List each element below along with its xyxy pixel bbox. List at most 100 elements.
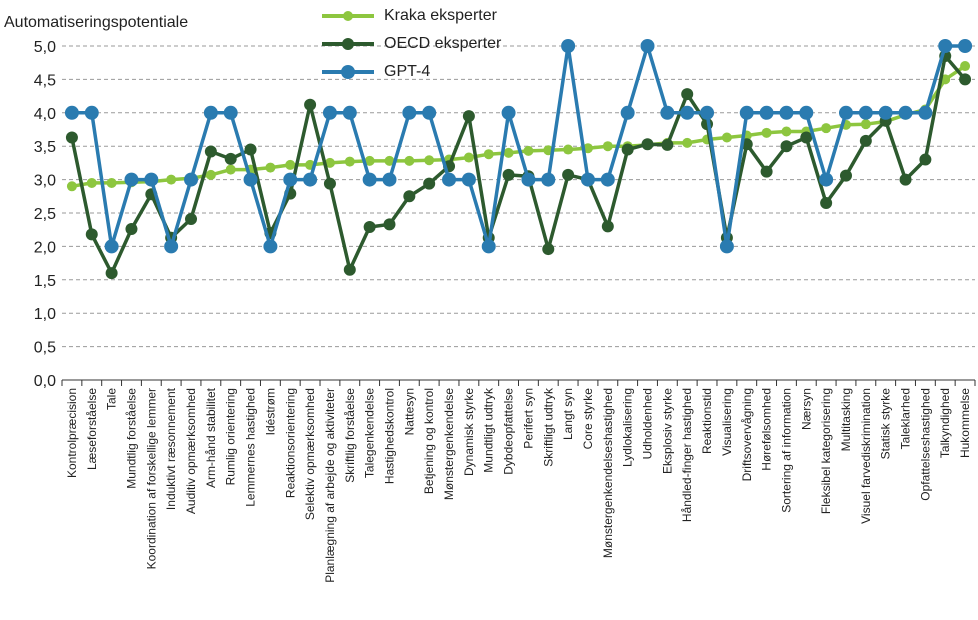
data-point [205, 169, 216, 180]
data-point [105, 267, 118, 280]
data-point [404, 155, 415, 166]
x-tick-label: Idéstrøm [263, 388, 277, 435]
data-point [481, 239, 496, 254]
legend-item-kraka: Kraka eksperter [322, 4, 562, 32]
legend-label-gpt4: GPT-4 [384, 63, 431, 80]
data-point [721, 132, 732, 143]
data-point [858, 105, 873, 120]
x-tick-label: Selektiv opmærksomhed [303, 388, 317, 520]
data-point [501, 105, 516, 120]
x-tick-label: Skriftlig forståelse [343, 388, 357, 483]
y-tick-label: 0,5 [34, 340, 56, 357]
legend-swatch-gpt4 [322, 65, 374, 79]
y-tick-label: 1,5 [34, 273, 56, 290]
x-tick-label: Eksplosiv styrke [660, 388, 674, 474]
y-tick-label: 3,5 [34, 139, 56, 156]
data-point [502, 168, 515, 181]
data-point [839, 169, 852, 182]
data-point [304, 98, 317, 111]
data-point [681, 88, 694, 101]
x-tick-label: Koordination af forskellige lemmer [144, 388, 158, 569]
x-tick-label: Rumlig orientering [224, 388, 238, 485]
data-point [124, 172, 139, 187]
data-point [563, 144, 574, 155]
data-point [960, 61, 971, 72]
series-line [71, 44, 966, 249]
data-point [65, 131, 78, 144]
data-point [640, 39, 655, 53]
x-tick-label: Opfattelseshastighed [918, 388, 932, 501]
data-point [779, 105, 794, 120]
x-axis [61, 379, 976, 386]
data-point [680, 105, 695, 120]
y-tick-label: 1,0 [34, 306, 56, 323]
x-tick-label: Hastighedskontrol [382, 388, 396, 484]
data-point [324, 157, 335, 168]
data-point [938, 39, 953, 53]
x-tick-label: Tale [105, 388, 119, 410]
data-point [442, 172, 457, 187]
data-point [362, 172, 377, 187]
data-point [780, 140, 793, 153]
data-point [580, 172, 595, 187]
data-point [185, 213, 198, 226]
series-line [70, 54, 967, 275]
data-point [423, 177, 436, 190]
data-point [860, 119, 871, 130]
data-point [322, 105, 337, 120]
data-point [383, 218, 396, 231]
data-point [225, 164, 236, 175]
x-tick-label: Core styrke [581, 388, 595, 450]
data-point [363, 221, 376, 234]
x-tick-label: Talkyndighed [938, 388, 952, 458]
data-point [660, 105, 675, 120]
y-tick-label: 2,5 [34, 206, 56, 223]
data-point [562, 168, 575, 181]
x-tick-label: Langt syn [561, 388, 575, 440]
data-point [64, 105, 79, 120]
data-point [382, 172, 397, 187]
data-point [104, 239, 119, 254]
data-point [283, 172, 298, 187]
data-point [166, 174, 177, 185]
x-tick-label: Mønstergenkendelseshastighed [601, 388, 615, 558]
data-point [898, 105, 913, 120]
data-point [265, 162, 276, 173]
data-point [66, 181, 77, 192]
data-point [959, 73, 972, 86]
data-point [463, 152, 474, 163]
data-point [641, 138, 654, 151]
data-point [125, 223, 138, 236]
x-tick-label: Planlægning af arbejde og aktiviteter [323, 388, 337, 583]
data-point [343, 263, 356, 276]
x-tick-label: Taleklarhed [899, 388, 913, 449]
y-tick-label: 5,0 [34, 39, 56, 56]
x-tick-label: Håndled-finger hastighed [680, 388, 694, 522]
x-axis-tick-labels: Kontrolpræcision Læseforståelse Tale Mundtl… [65, 387, 972, 583]
data-point [106, 177, 117, 188]
legend-label-oecd: OECD eksperter [384, 35, 502, 52]
data-point [462, 110, 475, 123]
data-point [878, 105, 893, 120]
data-point [86, 177, 97, 188]
data-point [700, 105, 715, 120]
data-point [403, 190, 416, 203]
x-tick-label: Talegenkendelse [363, 388, 377, 478]
data-point [799, 105, 814, 120]
data-point [759, 105, 774, 120]
x-tick-label: Multitasking [839, 388, 853, 451]
data-point [761, 127, 772, 138]
data-point [384, 155, 395, 166]
data-point [424, 155, 435, 166]
x-tick-label: Reaktionstid [700, 388, 714, 454]
data-point [344, 156, 355, 167]
data-point [483, 149, 494, 160]
data-point [144, 172, 159, 187]
x-tick-label: Arm-hånd stabilitet [204, 387, 218, 488]
data-point [601, 220, 614, 233]
data-point [422, 105, 437, 120]
series-oecd-eksperter [65, 50, 972, 280]
data-point [364, 155, 375, 166]
y-tick-label: 2,0 [34, 239, 56, 256]
y-tick-label: 3,0 [34, 173, 56, 190]
